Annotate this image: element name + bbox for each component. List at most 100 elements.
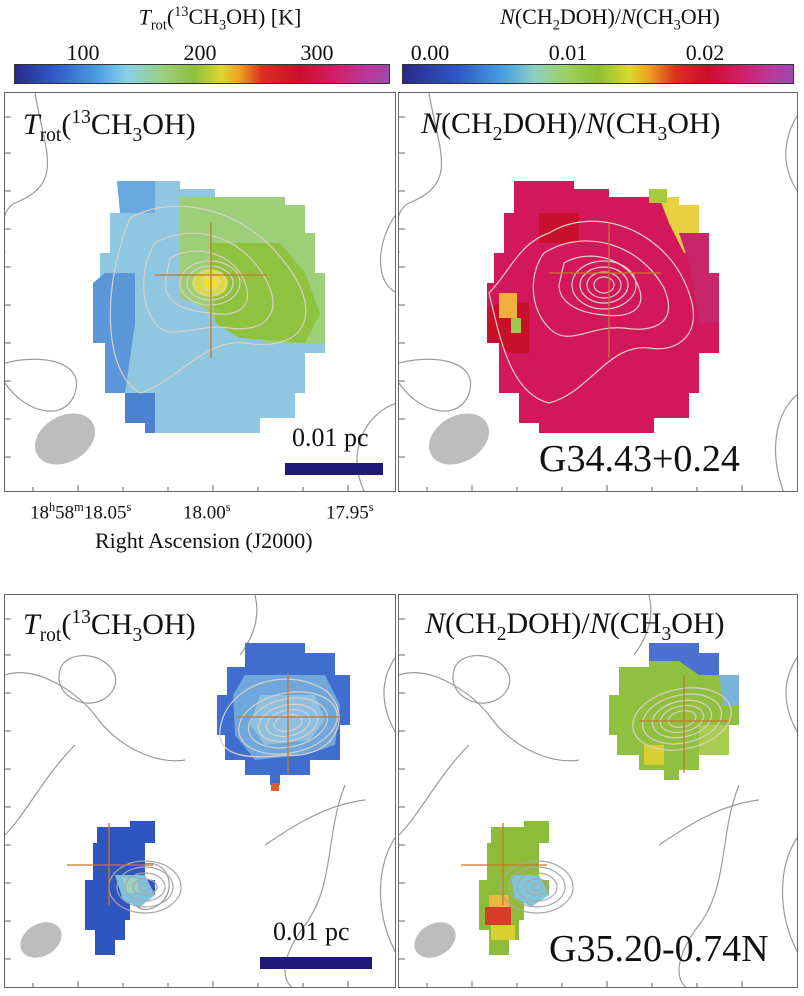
label-mol-end: OH) xyxy=(142,108,196,141)
trot-tick-label: 100 xyxy=(66,40,100,65)
outer-contour xyxy=(399,358,472,412)
panel-label-ratio: N(CH2DOH)/N(CH3OH) xyxy=(425,607,725,646)
beam-ellipse xyxy=(20,922,62,958)
trot-map-cool xyxy=(125,393,155,433)
panel-trot-g34: Trot(13CH3OH) 0.01 pc xyxy=(4,92,396,492)
ratio-map-edge xyxy=(485,907,511,925)
outer-contour xyxy=(380,214,395,293)
ra-h: 18 xyxy=(30,502,49,524)
label-sub: rot xyxy=(39,625,62,646)
panel-ratio-g34: N(CH2DOH)/N(CH3OH) G34.43+0.24 xyxy=(398,92,798,492)
label-n1: N xyxy=(425,607,446,640)
source-label-bottom: G35.20-0.74N xyxy=(549,928,769,970)
ra-m: 58 xyxy=(55,502,75,524)
label-sub1: 2 xyxy=(496,624,507,645)
panel-label-trot: Trot(13CH3OH) xyxy=(23,107,196,147)
contour-set xyxy=(109,205,307,394)
ratio-title-num: N(CH2DOH) xyxy=(500,4,615,34)
outer-contours xyxy=(399,595,797,987)
label-sup: 13 xyxy=(71,107,91,128)
panel-trot-g35: Trot(13CH3OH) 0.01 pc xyxy=(4,594,396,988)
scalebar xyxy=(285,463,383,475)
scalebar-label: 0.01 pc xyxy=(273,917,350,946)
ra-axis-title: Right Ascension (J2000) xyxy=(95,528,313,553)
contour-set-lower xyxy=(108,860,182,914)
label-sub2: 3 xyxy=(661,624,672,645)
ra-m-sup: m xyxy=(74,500,84,514)
ratio-colorbar-title: N(CH2DOH)/N(CH3OH) xyxy=(500,4,720,34)
label-mol-end: OH) xyxy=(142,608,196,641)
panel-ratio-g35: N(CH2DOH)/N(CH3OH) G35.20-0.74N xyxy=(398,594,798,988)
trot-tick-label: 300 xyxy=(300,40,334,65)
label-n1: N xyxy=(421,107,442,140)
contour-set xyxy=(632,687,732,751)
trot-map-cool xyxy=(93,273,135,393)
trot-title-symbol: T xyxy=(138,4,151,30)
label-open: ( xyxy=(61,608,72,641)
ra-tick2: 18.00 xyxy=(183,502,226,524)
axis-ticks xyxy=(5,618,349,987)
ra-tick-label: 18h58m18.05s xyxy=(30,500,131,524)
label-sup: 13 xyxy=(71,607,91,628)
ratio-g35-map xyxy=(399,595,797,987)
ra-s: 18.05 xyxy=(83,502,127,524)
label-p2: (CH xyxy=(609,607,662,640)
label-p1b: DOH)/ xyxy=(506,607,590,640)
label-p2b: OH) xyxy=(667,107,721,140)
ratio-map-high xyxy=(499,293,517,318)
ratio-g34-map xyxy=(399,93,797,491)
label-symbol: T xyxy=(23,108,40,141)
ra-h-sup: h xyxy=(49,500,56,514)
scalebar-label: 0.01 pc xyxy=(292,423,369,452)
outer-contour xyxy=(399,93,442,253)
label-symbol: T xyxy=(23,608,40,641)
outer-contour xyxy=(5,358,78,412)
axis-ticks xyxy=(399,618,743,987)
scalebar xyxy=(260,957,372,969)
label-mol: CH xyxy=(90,608,133,641)
trot-title-mol: CH3OH xyxy=(188,4,258,34)
label-p1b: DOH)/ xyxy=(502,107,586,140)
outer-contour xyxy=(774,394,797,491)
outer-contour xyxy=(785,115,797,192)
ratio-map-high xyxy=(487,303,529,353)
contour-set xyxy=(219,678,340,758)
trot-title-iso: 13 xyxy=(174,4,189,20)
label-sub2: 3 xyxy=(657,124,668,145)
outer-contours xyxy=(5,595,395,987)
ratio-tick-label: 0.02 xyxy=(685,40,725,65)
ratio-title-den: N(CH3OH) xyxy=(621,4,720,34)
trot-g34-map xyxy=(5,93,395,491)
contour-set-lower xyxy=(500,860,574,914)
contour-set xyxy=(488,220,695,404)
ratio-tick-label: 0.00 xyxy=(410,40,450,65)
label-p2b: OH) xyxy=(671,607,725,640)
panel-label-trot: Trot(13CH3OH) xyxy=(23,607,196,647)
label-sub1: 2 xyxy=(492,124,503,145)
outer-contour xyxy=(5,93,48,253)
label-sub: rot xyxy=(39,125,62,146)
trot-colorbar xyxy=(14,64,390,84)
ra-tick-label: 18.00s xyxy=(183,500,231,524)
trot-map-warm xyxy=(210,243,320,343)
panel-label-ratio: N(CH2DOH)/N(CH3OH) xyxy=(421,107,721,146)
ra-s-sup: s xyxy=(225,500,231,514)
axis-ticks xyxy=(5,116,349,491)
ra-tick-label: 17.95s xyxy=(326,500,374,524)
label-open: ( xyxy=(61,108,72,141)
label-mol-sub: 3 xyxy=(132,125,143,146)
trot-map-hot xyxy=(271,783,279,791)
beam-ellipse xyxy=(428,413,490,465)
ratio-map-high xyxy=(511,318,521,333)
trot-tick-label: 200 xyxy=(183,40,217,65)
ratio-map-edge xyxy=(491,925,515,940)
label-p1: (CH xyxy=(441,107,493,140)
ratio-map-region xyxy=(487,181,719,433)
ratio-map-edge xyxy=(679,233,719,323)
label-mol-sub: 3 xyxy=(132,625,143,646)
ratio-map-edge xyxy=(649,189,667,203)
trot-title-unit: [K] xyxy=(270,4,302,30)
ra-tick3: 17.95 xyxy=(326,502,369,524)
label-n2: N xyxy=(585,107,606,140)
label-n2: N xyxy=(589,607,610,640)
